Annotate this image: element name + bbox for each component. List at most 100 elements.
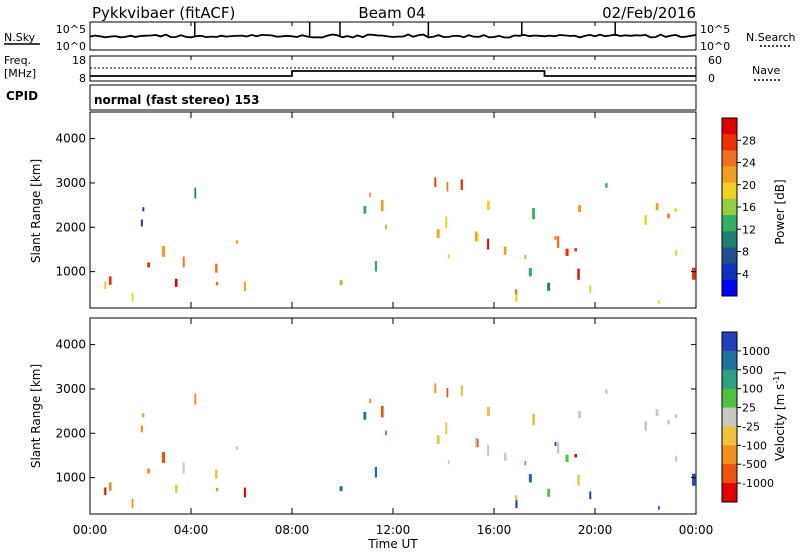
- velocity-cell-8-5: [515, 495, 518, 501]
- velocity-cell-3-1: [140, 425, 143, 433]
- velocity-cell-6-2: [487, 444, 490, 456]
- velocity-cell-7-0: [528, 474, 532, 483]
- power-cell-6-1: [503, 246, 507, 255]
- power-cell-5-7: [369, 192, 372, 198]
- power-cell-9-1: [667, 213, 670, 219]
- power-cell-9-0: [675, 249, 678, 256]
- power-ytick-label-2: 3000: [55, 176, 86, 190]
- power-cell-5-3: [476, 232, 479, 242]
- power-cell-0-2: [174, 278, 178, 287]
- velocity-cell-9-7: [578, 411, 581, 419]
- velocity-ytick-label-1: 2000: [55, 426, 86, 440]
- power-cell-7-3: [554, 236, 557, 240]
- beam-label: Beam 04: [358, 4, 425, 22]
- power-colorbar: 28 24 20 16 12 8 4 Power [dB]: [721, 117, 787, 297]
- power-cell-0-4: [147, 262, 150, 268]
- power-cell-9-7: [578, 205, 581, 213]
- velocity-ytick-label-0: 1000: [55, 471, 86, 485]
- power-cell-8-1: [589, 285, 592, 294]
- velocity-cell-5-1: [381, 405, 384, 418]
- power-cbar-swatch-3: [722, 166, 737, 184]
- velocity-cell-3-2: [194, 393, 197, 405]
- nave-label: Nave: [752, 64, 780, 77]
- power-cell-5-5: [446, 182, 449, 192]
- power-cell-3-0: [142, 207, 145, 212]
- velocity-ytick-label-2: 3000: [55, 382, 86, 396]
- velocity-cell-9-1: [667, 419, 670, 425]
- power-ytick-label-3: 4000: [55, 132, 86, 146]
- xlabel: Time UT: [367, 537, 418, 551]
- power-cell-0-5: [215, 281, 219, 286]
- velocity-cell-1-2: [235, 446, 239, 450]
- power-cbar-tick-3: 16: [742, 201, 756, 214]
- power-cell-6-4: [436, 229, 440, 238]
- power-cell-3-1: [140, 219, 143, 227]
- power-cell-6-3: [447, 254, 450, 259]
- power-cell-5-0: [434, 177, 437, 188]
- velocity-cell-9-3: [644, 421, 647, 431]
- velocity-cell-5-0: [434, 383, 437, 394]
- date-label: 02/Feb/2016: [602, 4, 696, 22]
- velocity-cell-0-4: [147, 468, 150, 474]
- power-cbar-swatch-8: [722, 247, 737, 265]
- velocity-cell-8-7: [658, 506, 660, 510]
- power-cbar-tick-5: 8: [742, 246, 749, 259]
- freq-label: Freq.: [4, 54, 31, 67]
- power-cell-5-8: [445, 216, 448, 229]
- power-cell-2-0: [243, 281, 246, 292]
- noise-tick-right-top: 10^5: [700, 23, 730, 36]
- noise-tick-right-bottom: 10^0: [700, 40, 730, 53]
- power-cell-5-6: [487, 200, 490, 210]
- velocity-cbar-title: Velocity [m s-1]: [772, 371, 787, 461]
- power-cell-9-3: [644, 215, 647, 225]
- power-cell-8-2: [692, 267, 696, 280]
- power-cell-8-0: [565, 248, 569, 256]
- velocity-cbar-swatch-5: [722, 426, 737, 446]
- power-cell-7-0: [528, 268, 532, 277]
- power-data: [104, 177, 696, 304]
- power-cell-7-2: [524, 254, 527, 260]
- velocity-panel: 1000 2000 3000 4000 Slant Range [km]: [29, 317, 697, 515]
- power-cbar-tick-2: 20: [742, 179, 756, 192]
- velocity-cbar-tick-5: -100: [742, 439, 767, 452]
- velocity-cbar-swatch-0: [722, 332, 737, 352]
- power-panel: 1000 2000 3000 4000 Slant Range [km]: [29, 111, 697, 309]
- velocity-cbar-swatch-7: [722, 464, 737, 484]
- velocity-cell-9-5: [674, 414, 678, 418]
- velocity-cbar-swatch-8: [722, 483, 737, 503]
- cpid-frame: [89, 84, 697, 111]
- velocity-cbar-swatch-3: [722, 388, 737, 409]
- velocity-cell-5-6: [487, 406, 490, 416]
- velocity-cell-8-0: [565, 454, 569, 462]
- power-cell-9-2: [556, 236, 560, 248]
- cpid-label: CPID: [6, 89, 38, 103]
- power-cell-9-4: [655, 203, 659, 211]
- power-cbar-swatch-9: [722, 263, 737, 281]
- time-axis: 00:00 04:00 08:00 12:00 16:00 20:00 00:00: [73, 22, 713, 537]
- noise-panel: N.Sky 10^5 10^0 10^5 10^0 N.Search: [4, 21, 796, 53]
- velocity-cell-8-3: [515, 499, 518, 509]
- power-cell-3-2: [194, 187, 197, 199]
- velocity-cell-8-6: [577, 474, 580, 486]
- xtick-label-0: 00:00: [73, 523, 108, 537]
- power-cell-7-1: [547, 282, 551, 291]
- power-cbar-swatch-10: [722, 279, 737, 297]
- noise-sky-label: N.Sky: [4, 31, 36, 44]
- velocity-cbar-tick-7: -1000: [742, 477, 774, 490]
- velocity-cbar-tick-3: 25: [742, 402, 756, 415]
- velocity-cell-9-4: [655, 409, 659, 417]
- power-ylabel: Slant Range [km]: [29, 159, 43, 263]
- velocity-cell-7-2: [524, 460, 527, 466]
- velocity-cell-9-0: [675, 455, 678, 462]
- power-cell-4-2: [363, 206, 367, 214]
- velocity-cell-6-3: [447, 460, 450, 465]
- velocity-cell-5-4: [385, 430, 387, 436]
- velocity-cbar-tick-0: 1000: [742, 345, 770, 358]
- velocity-cell-4-0: [374, 467, 377, 478]
- velocity-cell-5-5: [446, 388, 449, 398]
- power-cell-6-0: [474, 231, 477, 242]
- power-cell-1-2: [235, 240, 239, 244]
- power-cbar-swatch-1: [722, 134, 737, 151]
- power-cell-8-6: [577, 268, 580, 280]
